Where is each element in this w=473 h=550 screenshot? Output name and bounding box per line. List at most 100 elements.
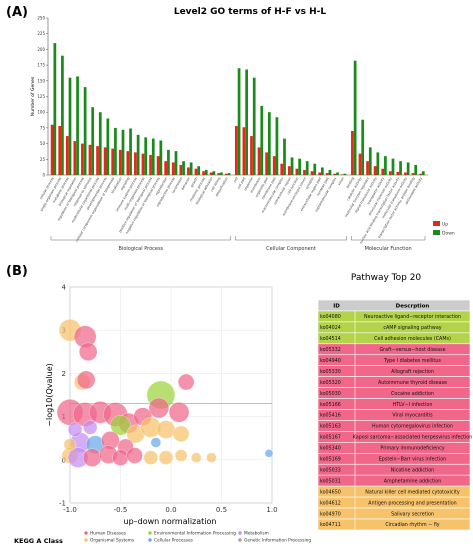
table-row	[317, 518, 471, 531]
bar-down	[414, 164, 418, 175]
bar-up	[111, 148, 115, 175]
group-label: Cellular Component	[266, 246, 316, 252]
bar-down	[91, 107, 95, 175]
bar-down	[336, 172, 339, 175]
bar-down	[129, 128, 132, 175]
category-label: organelle	[243, 176, 254, 191]
bar-up	[141, 153, 145, 175]
y-tick-label: 250	[37, 16, 45, 21]
bar-up	[295, 168, 299, 175]
table-cell-id: ko04612	[320, 500, 341, 506]
category-label: behavior	[180, 176, 191, 191]
bar-up	[333, 173, 337, 175]
bar-chart-legend: Up Down	[433, 221, 455, 237]
bar-up	[73, 141, 77, 175]
scatter-xlabel: up–down normalization	[124, 517, 217, 526]
column-header: ID	[333, 304, 340, 310]
bar-down	[406, 162, 410, 175]
bar-up	[134, 152, 137, 175]
legend-label: Environmental Information Processing	[154, 531, 236, 537]
category-label: cell part	[236, 176, 246, 190]
bar-down	[98, 112, 102, 175]
bar-down	[252, 77, 256, 175]
x-tick-label: 0.0	[165, 506, 176, 514]
bar-up	[381, 168, 385, 175]
table-cell-id: ko05031	[320, 478, 341, 484]
bar-down	[121, 129, 125, 175]
bar-down	[114, 127, 117, 175]
legend-label: Down	[442, 231, 455, 237]
bar-up	[126, 151, 130, 175]
bar-up	[310, 171, 314, 175]
bar-down	[68, 77, 72, 175]
category-label: virion	[337, 177, 345, 187]
table-cell-id: ko05033	[320, 467, 341, 473]
y-tick-label: 225	[37, 31, 45, 36]
bar-down	[151, 138, 155, 175]
table-cell-id: ko05169	[320, 457, 341, 463]
y-tick-label: 200	[37, 47, 45, 52]
bar-up	[265, 152, 268, 175]
table-cell-description: Primary immunodeficiency	[380, 446, 444, 452]
group-label: Biological Process	[119, 246, 164, 252]
table-cell-description: Autoimmune thyroid disease	[378, 380, 447, 386]
table-title: Pathway Top 20	[351, 273, 422, 283]
legend-label: Metabolism	[244, 531, 269, 537]
bar-up	[411, 173, 415, 175]
bar-up	[318, 172, 321, 175]
bar-down	[189, 162, 193, 175]
bar-up	[325, 173, 329, 175]
table-cell-description: Cocaine addiction	[391, 391, 434, 397]
bar-up	[224, 173, 228, 175]
bubble-point	[191, 452, 202, 463]
bar-up	[373, 166, 377, 175]
y-tick-label: 25	[40, 157, 46, 162]
scatter-ylabel: −log10(Qvalue)	[45, 363, 54, 426]
bar-up	[287, 166, 291, 175]
table-cell-description: Graft−versus−host disease	[379, 347, 445, 353]
table-cell-id: ko05320	[320, 380, 341, 386]
category-label: cell killing	[210, 177, 221, 193]
table-cell-description: Salivary secretion	[391, 511, 434, 517]
y-tick-label: 150	[37, 78, 45, 83]
table-cell-description: Antigen processing and presentation	[368, 500, 456, 506]
bubble-point	[112, 449, 129, 466]
bar-down	[328, 169, 332, 175]
scatter-legend-title: KEGG A Class	[14, 537, 63, 545]
bubble-point	[174, 449, 188, 462]
table-cell-id: ko04024	[320, 325, 341, 331]
table-cell-id: ko05330	[320, 369, 341, 375]
table-cell-id: ko04080	[320, 314, 341, 320]
bar-up	[118, 149, 122, 175]
legend-swatch	[433, 230, 440, 235]
bar-up	[171, 162, 175, 175]
legend-label: Up	[442, 222, 448, 228]
bubble-point	[158, 450, 174, 465]
table-cell-description: Kaposi sarcoma−associated herpesvirus in…	[353, 435, 473, 441]
y-tick-label: 50	[40, 141, 46, 146]
bar-down	[361, 119, 365, 175]
bar-up	[179, 164, 183, 175]
bar-up	[280, 163, 284, 175]
legend-dot	[148, 531, 152, 535]
bar-down	[61, 55, 64, 175]
bubble-point	[264, 449, 274, 458]
category-label: signaling	[120, 177, 131, 191]
bar-down	[298, 158, 301, 175]
legend-swatch	[433, 221, 440, 226]
y-tick-label: -1	[59, 500, 66, 508]
legend-label: Organismal Systems	[90, 538, 135, 544]
x-tick-label: -0.5	[114, 506, 128, 514]
bar-up	[81, 143, 84, 175]
bar-up	[187, 167, 190, 175]
pathway-table: ID Descrption ko04080 Neuroactive ligand−re…	[317, 299, 473, 531]
bar-up	[234, 126, 238, 175]
table-cell-description: Amphetamine addiction	[384, 478, 442, 484]
bar-up	[58, 126, 62, 175]
bar-up	[209, 172, 213, 175]
table-cell-description: Cell adhesion molecules (CAMs)	[374, 336, 451, 342]
bar-down	[320, 167, 324, 175]
bar-up	[340, 174, 344, 175]
